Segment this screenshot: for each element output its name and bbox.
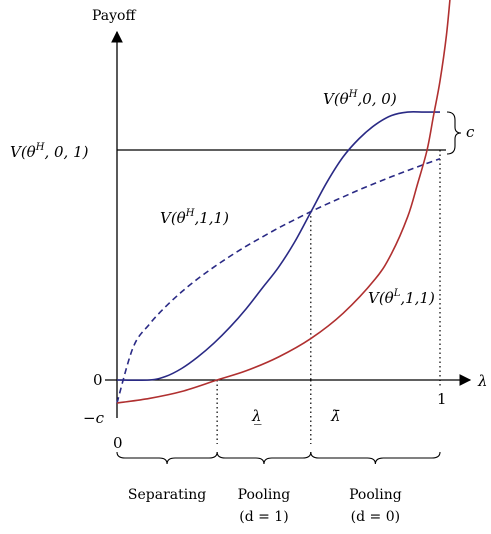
series-label-high-1-1: V(θH,1,1) [160, 208, 229, 227]
x-tick-label-2: λ̄ [330, 407, 341, 425]
series-label-low-1-1: V(θL,1,1) [368, 288, 435, 307]
series-line-2 [116, 0, 451, 404]
reference-lines [117, 149, 446, 444]
axes [105, 30, 472, 418]
region-braces: Separating Pooling (d = 1) Pooling (d = 0) [116, 451, 441, 525]
region-sublabel-2: (d = 0) [351, 509, 400, 525]
region-brace-0 [116, 451, 218, 465]
labels: Payoff λ V(θH,0, 0) V(θH,1,1) V(θL,1,1) V(θH,… [10, 8, 488, 452]
series-line-1 [116, 110, 440, 382]
region-label-0: Separating [128, 487, 206, 503]
x-tick-label-3: 1 [437, 390, 447, 408]
region-brace-1 [216, 451, 312, 465]
y-axis-label: Payoff [92, 8, 136, 24]
y-tick-label-neg-c: −c [83, 409, 105, 427]
x-tick-label-1: λ̲ [251, 407, 262, 425]
x-tick-label-0: 0 [113, 434, 123, 452]
c-annotation: c [466, 123, 475, 141]
y-tick-label-zero: 0 [93, 371, 103, 389]
c-brace [446, 111, 462, 155]
region-sublabel-1: (d = 1) [239, 509, 288, 525]
series-line-0 [116, 157, 441, 404]
series-label-high-0-0: V(θH,0, 0) [323, 89, 397, 108]
region-brace-2 [310, 451, 441, 465]
region-label-2: Pooling [349, 487, 402, 503]
region-label-1: Pooling [238, 487, 291, 503]
y-tick-label-v: V(θH, 0, 1) [10, 142, 89, 161]
x-axis-label: λ [477, 372, 488, 390]
series-group [116, 0, 451, 404]
